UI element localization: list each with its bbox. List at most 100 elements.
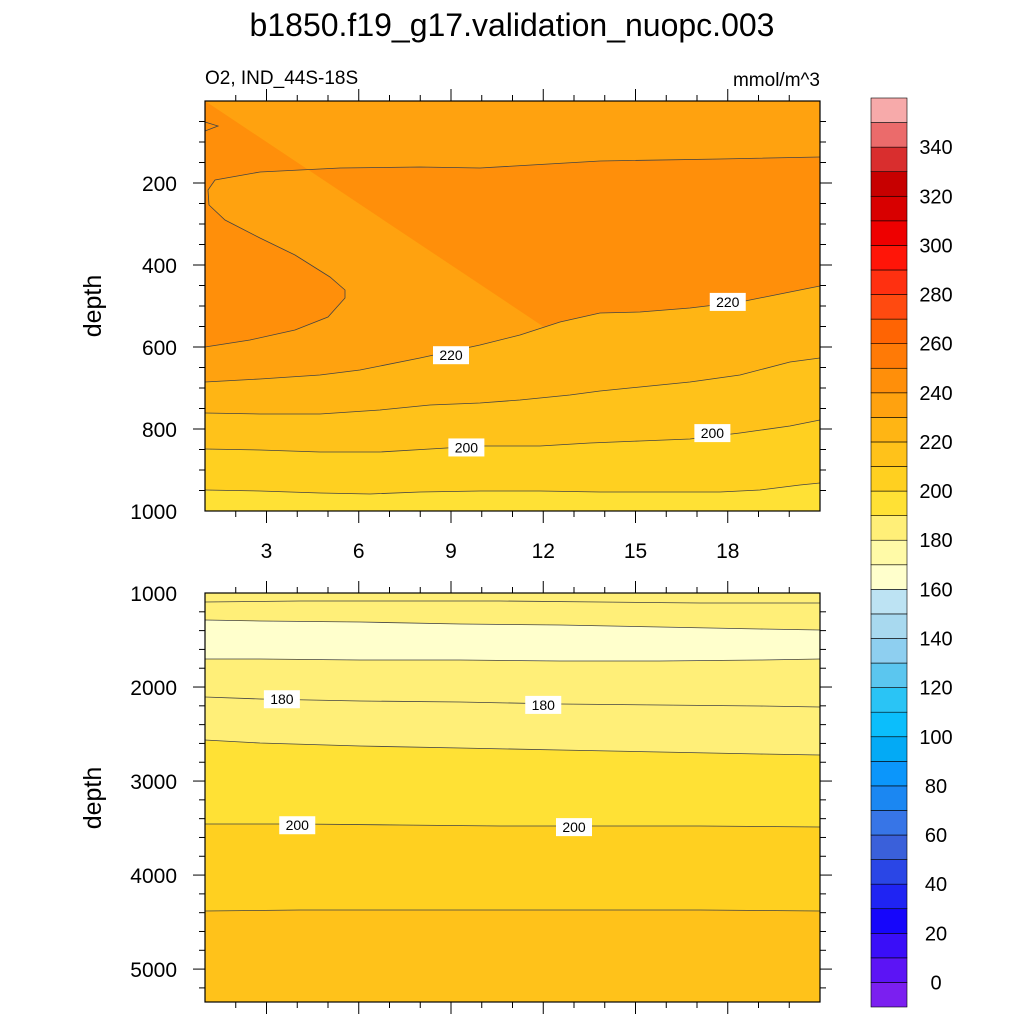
upper-y-tick-label-2: 600	[142, 337, 177, 360]
upper-contour-line-0	[204, 156, 821, 348]
colorbar-swatch-32	[870, 195, 908, 222]
colorbar-tick-label-17: 340	[919, 137, 952, 159]
lower-contour-label-3: 200	[562, 819, 586, 835]
upper-panel: 220 220 200 200 200 400 600 800 1000 3 6 9 12 15 18 dep…	[79, 89, 832, 563]
colorbar-swatch-12	[870, 687, 908, 713]
upper-contour-line-2	[204, 357, 821, 415]
colorbar-tick-label-2: 40	[925, 874, 947, 896]
colorbar-swatch-21	[870, 466, 908, 492]
upper-contour-line-3	[204, 419, 821, 453]
units-label: mmol/m^3	[733, 70, 820, 91]
upper-contour-label-3: 200	[701, 425, 725, 441]
colorbar-swatch-23	[870, 417, 908, 443]
lower-contour-label-box-0	[263, 690, 300, 709]
colorbar-swatch-13	[870, 662, 908, 688]
upper-contour-label-box-1	[709, 292, 746, 311]
colorbar-swatch-16	[870, 589, 908, 615]
colorbar-tick-label-10: 200	[919, 481, 952, 503]
upper-contour-label-0: 220	[439, 347, 463, 363]
colorbar-tick-label-15: 300	[919, 235, 952, 257]
colorbar-tick-label-14: 280	[919, 285, 952, 307]
colorbar-swatch-17	[870, 564, 908, 590]
lower-contour-line-0	[204, 600, 820, 604]
colorbar-swatch-19	[870, 515, 908, 541]
lower-band-1	[205, 620, 820, 661]
x-tick-label-3: 12	[532, 540, 555, 563]
colorbar-swatch-2	[870, 932, 908, 959]
lower-contour-label-box-3	[556, 818, 592, 837]
lower-contour-label-box-2	[279, 816, 316, 835]
lower-contour-line-2	[205, 658, 821, 662]
colorbar-swatch-6	[870, 834, 908, 860]
colorbar-tick-label-11: 220	[919, 432, 952, 454]
lower-band-4	[205, 910, 820, 1002]
colorbar-tick-label-13: 260	[919, 334, 952, 356]
colorbar-swatch-30	[870, 245, 908, 271]
colorbar-swatch-7	[870, 810, 908, 836]
lower-contour-label-2: 200	[286, 817, 310, 833]
lower-y-axis-label: depth	[79, 767, 107, 830]
x-tick-label-1: 6	[353, 540, 365, 563]
colorbar-swatch-18	[870, 539, 908, 566]
colorbar-swatch-14	[870, 638, 908, 664]
colorbar-swatch-35	[870, 122, 908, 148]
colorbar-tick-label-6: 120	[919, 678, 952, 700]
colorbar-swatch-26	[870, 343, 908, 369]
lower-y-tick-label-1: 2000	[130, 677, 177, 700]
colorbar-swatch-20	[870, 490, 908, 516]
colorbar: 0 20 40 60 80 100 120 140 160 180 200 220 240 260 280 3…	[870, 97, 953, 1008]
lower-contour-label-1: 180	[532, 697, 556, 713]
lower-contour-line-1	[204, 619, 821, 631]
lower-contour-line-4	[204, 739, 821, 756]
colorbar-swatch-8	[870, 785, 908, 811]
upper-contour-line-4	[204, 482, 821, 495]
chart-title: b1850.f19_g17.validation_nuopc.003	[250, 7, 775, 43]
upper-band-4	[205, 420, 820, 511]
colorbar-tick-label-4: 80	[925, 776, 947, 798]
colorbar-swatch-0	[870, 982, 908, 1008]
colorbar-swatch-33	[870, 171, 908, 197]
upper-contour-line-5	[204, 121, 220, 132]
colorbar-tick-label-5: 100	[919, 727, 952, 749]
upper-contour-label-box-3	[694, 424, 731, 443]
upper-contour-label-box-2	[448, 438, 485, 457]
colorbar-swatch-27	[870, 318, 908, 344]
colorbar-swatch-3	[870, 908, 908, 934]
colorbar-swatch-34	[870, 146, 908, 173]
upper-contour-label-1: 220	[716, 294, 740, 310]
lower-y-tick-label-3: 4000	[130, 865, 177, 888]
colorbar-swatch-5	[870, 859, 908, 885]
colorbar-tick-label-12: 240	[919, 383, 952, 405]
colorbar-swatch-1	[870, 957, 908, 983]
x-tick-label-0: 3	[261, 540, 273, 563]
colorbar-swatch-4	[870, 883, 908, 910]
lower-contour-line-6	[204, 909, 821, 912]
colorbar-tick-label-1: 20	[925, 923, 947, 945]
x-tick-label-5: 18	[716, 540, 739, 563]
colorbar-swatch-25	[870, 367, 908, 394]
colorbar-tick-label-8: 160	[919, 579, 952, 601]
colorbar-swatch-15	[870, 613, 908, 639]
colorbar-swatch-24	[870, 392, 908, 418]
lower-contour-label-0: 180	[270, 691, 294, 707]
colorbar-swatch-11	[870, 711, 908, 738]
colorbar-swatch-36	[870, 97, 908, 123]
upper-y-tick-label-0: 200	[142, 173, 177, 196]
lower-y-tick-label-0: 1000	[130, 583, 177, 606]
colorbar-swatch-28	[870, 294, 908, 320]
lower-y-tick-label-2: 3000	[130, 771, 177, 794]
lower-y-tick-label-4: 5000	[130, 959, 177, 982]
upper-y-axis-label: depth	[79, 275, 107, 338]
colorbar-swatch-31	[870, 220, 908, 246]
upper-subtitle-left: O2, IND_44S-18S	[205, 68, 358, 89]
upper-y-tick-label-4: 1000	[130, 501, 177, 524]
colorbar-swatch-22	[870, 441, 908, 467]
upper-contour-label-2: 200	[455, 439, 479, 455]
colorbar-tick-label-16: 320	[919, 186, 952, 208]
upper-y-tick-label-3: 800	[142, 419, 177, 442]
upper-band-5	[205, 483, 820, 511]
upper-y-tick-label-1: 400	[142, 255, 177, 278]
upper-contour-label-box-0	[433, 346, 469, 365]
lower-contour-label-box-1	[525, 695, 562, 714]
